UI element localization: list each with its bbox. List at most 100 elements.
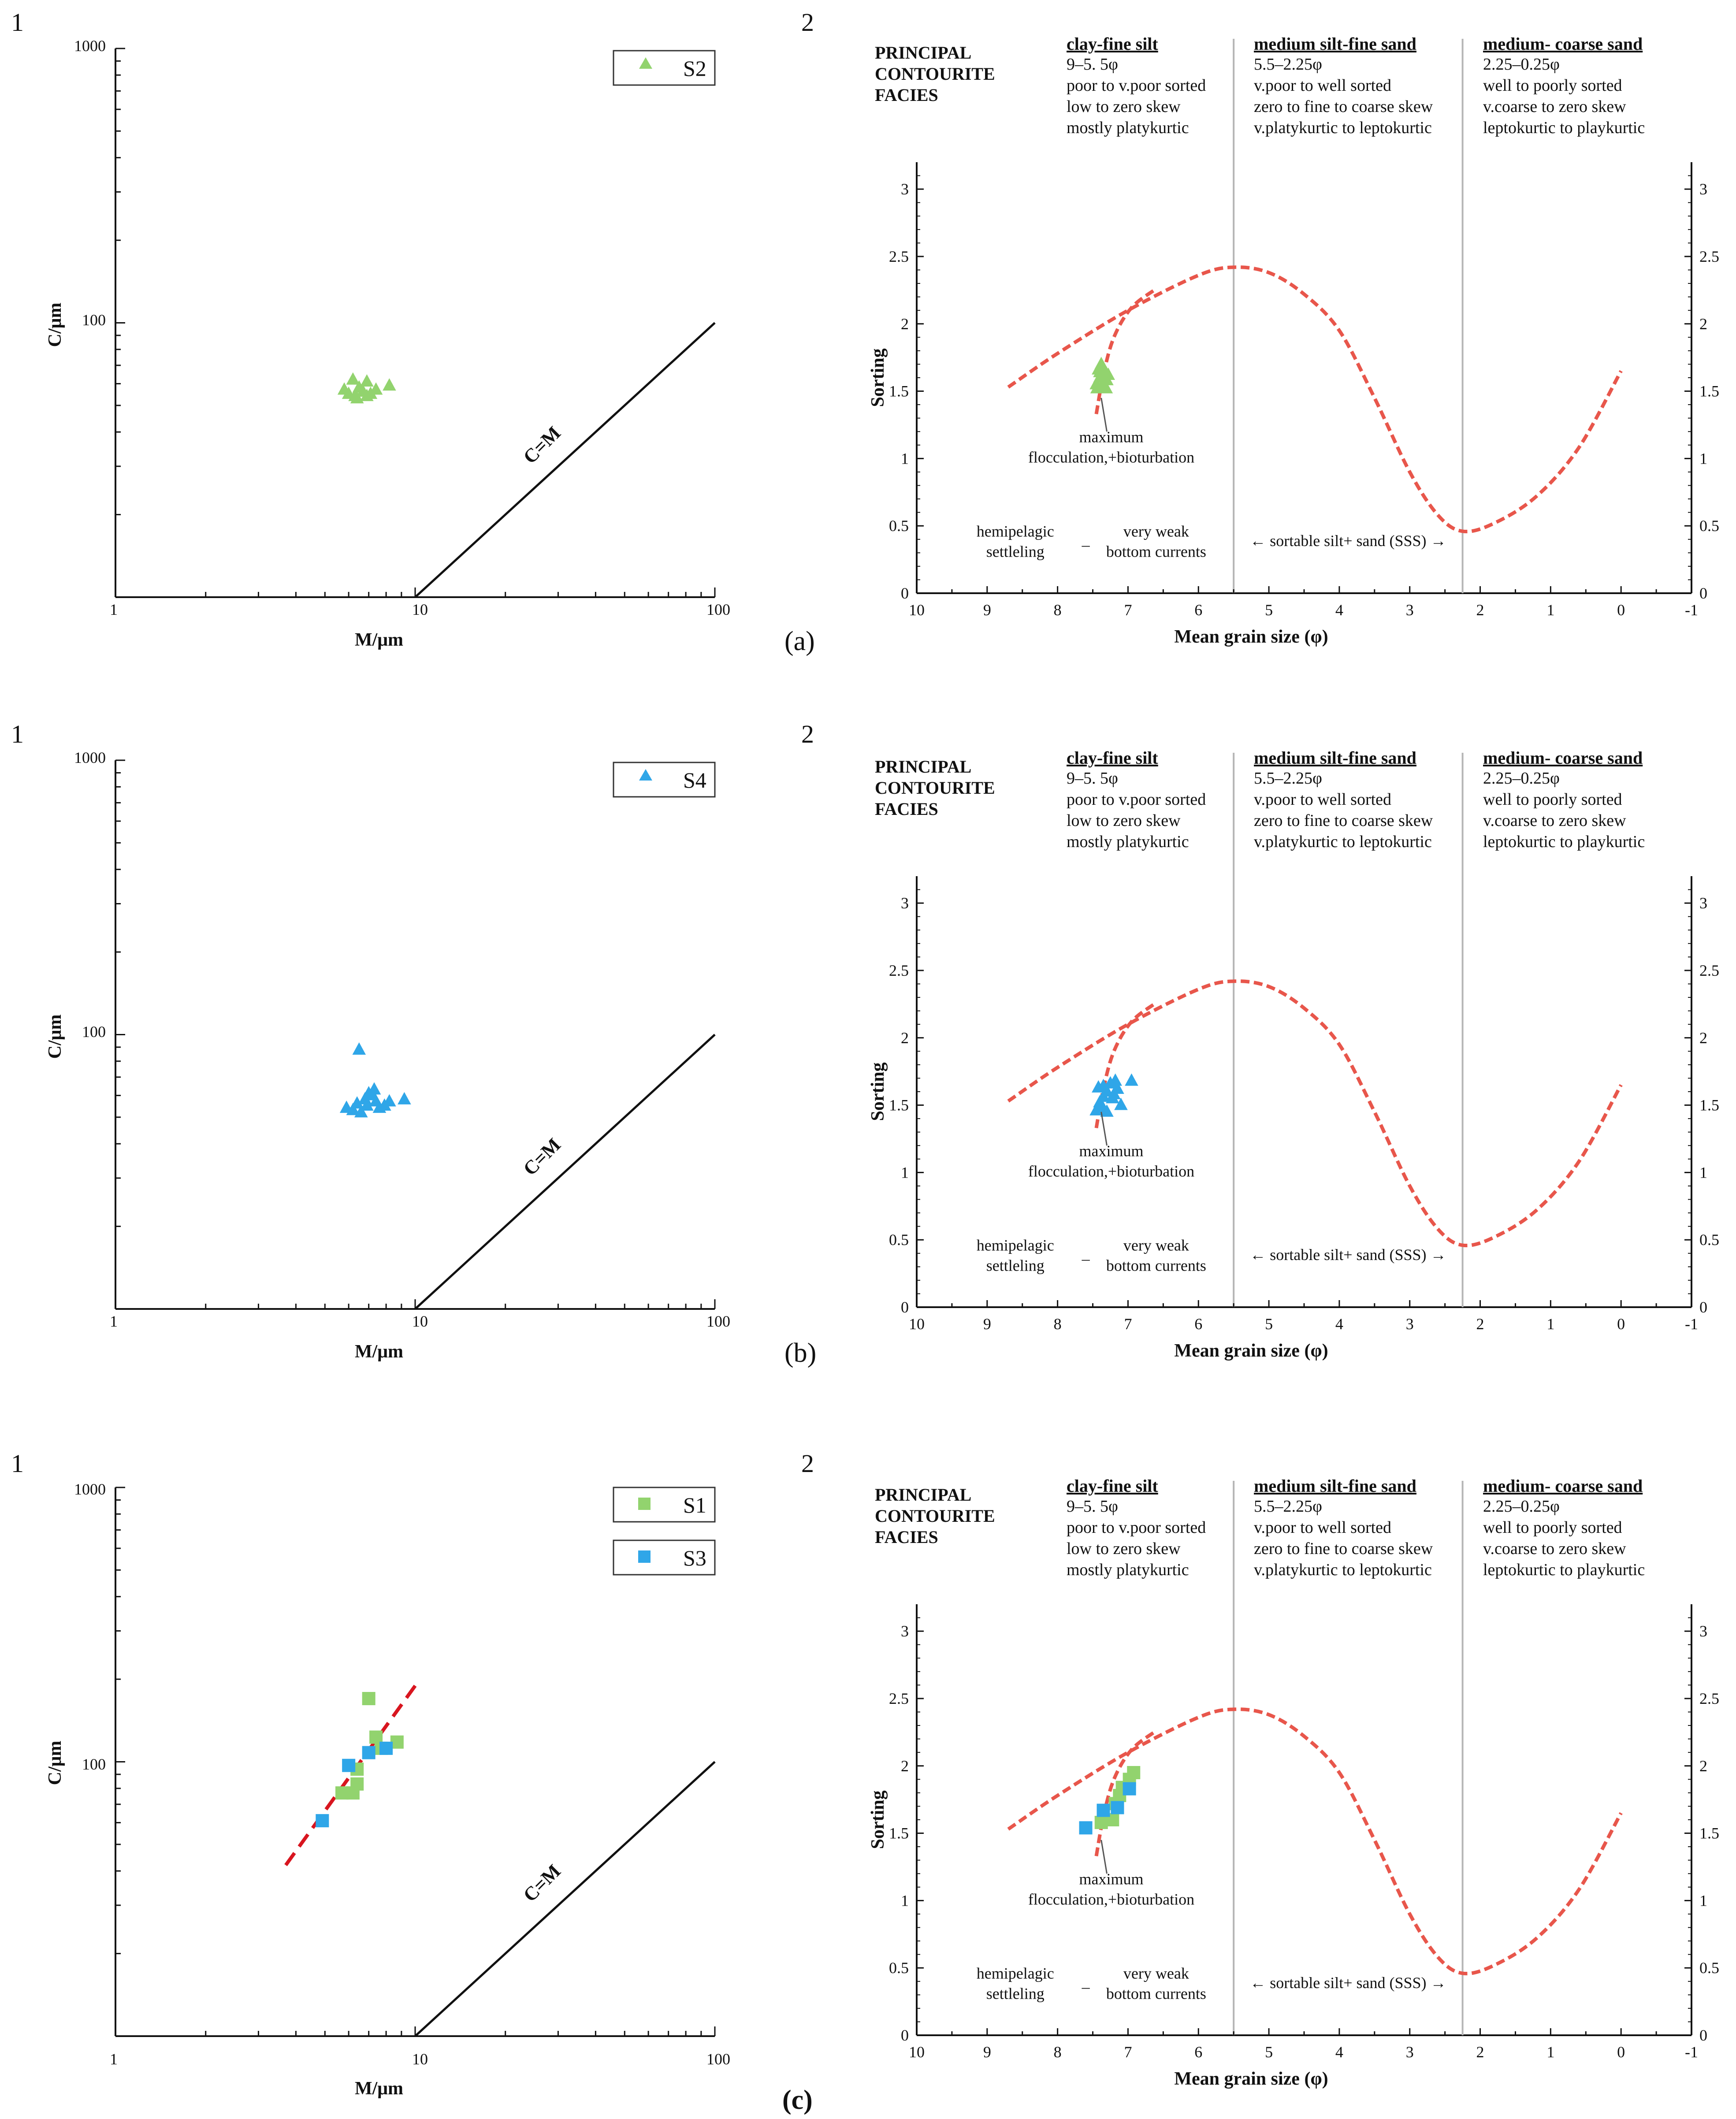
data-point-triangle: [383, 378, 396, 391]
facies-title-line: CONTOURITE: [875, 1506, 995, 1526]
facies-title-line: PRINCIPAL: [875, 1485, 971, 1505]
facies-zone-line: well to poorly sorted: [1483, 790, 1622, 809]
x-tick-label: -1: [1685, 601, 1698, 619]
x-tick-label: 10: [412, 2050, 428, 2068]
y-tick-label-right: 0: [1699, 1298, 1707, 1316]
x-tick-label: 0: [1617, 2043, 1625, 2061]
x-tick-label: 6: [1194, 601, 1202, 619]
facies-zone-line: zero to fine to coarse skew: [1254, 1539, 1433, 1558]
facies-title-line: PRINCIPAL: [875, 43, 971, 63]
y-tick-label: 0.5: [889, 1959, 909, 1977]
contourite-model-curve: [1007, 1707, 1623, 1976]
data-point-triangle: [360, 1098, 374, 1111]
data-point-square: [1123, 1782, 1136, 1796]
facies-title-line: FACIES: [875, 1527, 938, 1547]
facies-zone-line: v.poor to well sorted: [1254, 1518, 1391, 1537]
annotation-flocculation: maximum: [1079, 1142, 1144, 1160]
y-axis-title: Sorting: [868, 1062, 888, 1121]
y-axis-title: Sorting: [868, 1790, 888, 1849]
facies-zone-line: 2.25–0.25φ: [1483, 769, 1560, 788]
sorting-plot-c: 10 9 8 7 6 5 4 3 2 1 0 -10 00.5 0.51 11.5 1.52 22.5 2.53 3…: [868, 1476, 1719, 2089]
x-tick-label: 5: [1265, 1315, 1273, 1333]
y-tick-label-right: 1.5: [1699, 1825, 1719, 1842]
y-tick-label-right: 2: [1699, 1029, 1707, 1047]
y-tick-label-right: 2: [1699, 1757, 1707, 1775]
y-tick-label-right: 3: [1699, 1622, 1707, 1640]
contourite-model-curve: [1007, 979, 1623, 1248]
y-tick-label-right: 0: [1699, 584, 1707, 602]
c-equals-m-line: [414, 322, 716, 598]
data-point-triangle: [350, 1096, 364, 1109]
panel-number-1: 1: [11, 720, 24, 748]
legend: S2: [613, 50, 716, 86]
legend-label-s3: S3: [683, 1546, 706, 1570]
legend-label-s4: S4: [683, 768, 706, 792]
data-point-square: [1094, 1816, 1108, 1829]
facies-zone-line: well to poorly sorted: [1483, 76, 1622, 95]
y-tick-label: 100: [82, 1755, 106, 1773]
x-tick-label: 9: [983, 1315, 991, 1333]
panel-letter-a: (a): [784, 626, 815, 656]
facies-zone-line: leptokurtic to playkurtic: [1483, 833, 1645, 851]
x-tick-label: 3: [1406, 2043, 1414, 2061]
y-tick-label: 3: [901, 894, 909, 912]
sorting-plot-a: 10 9 8 7 6 5 4 3 2 1 0 -10 00.5 0.51 11.5 1.52 22.5 2.53 3…: [868, 34, 1719, 647]
legend-square-icon: [638, 1498, 651, 1510]
y-tick-label: 0.5: [889, 1231, 909, 1249]
sorting-axes: 10 9 8 7 6 5 4 3 2 1 0 -10 00.5 0.51 11.5 1.52 22.5 2.53 3…: [868, 39, 1719, 647]
x-axis-title: Mean grain size (φ): [1174, 2069, 1328, 2089]
data-point-triangle: [1100, 1104, 1114, 1117]
facies-zone-line: 5.5–2.25φ: [1254, 55, 1322, 74]
facies-zone-heading: medium- coarse sand: [1483, 34, 1643, 54]
legend-triangle-icon: [639, 769, 652, 781]
cm-plot-a: S2 M/μm C/μm C=M 1 10 100 1000 100: [45, 37, 730, 650]
x-tick-label: 6: [1194, 2043, 1202, 2061]
facies-zone-line: 9–5. 5φ: [1067, 1497, 1118, 1516]
facies-zone-line: poor to v.poor sorted: [1067, 790, 1206, 809]
c-equals-m-line: [414, 1761, 716, 2037]
facies-zone-line: v.platykurtic to leptokurtic: [1254, 119, 1432, 137]
sorting-data-points: [1089, 1073, 1138, 1117]
facies-title-line: FACIES: [875, 799, 938, 819]
x-tick-label: 7: [1124, 601, 1132, 619]
x-axis-title: Mean grain size (φ): [1174, 1341, 1328, 1361]
cm-data-points: [339, 1042, 411, 1118]
y-tick-label: 1.5: [889, 383, 909, 400]
x-tick-label: 10: [909, 2043, 925, 2061]
y-tick-label: 2.5: [889, 1690, 909, 1707]
x-tick-label: 100: [706, 601, 730, 618]
data-point-triangle: [367, 1082, 381, 1095]
legend-triangle-icon: [639, 57, 652, 69]
y-tick-label: 1000: [74, 1480, 106, 1498]
x-tick-label: 0: [1617, 601, 1625, 619]
annotation-dash: –: [1082, 536, 1090, 554]
x-tick-label: 10: [412, 1312, 428, 1330]
y-tick-label: 0: [901, 584, 909, 602]
sorting-axes: 10 9 8 7 6 5 4 3 2 1 0 -10 00.5 0.51 11.5 1.52 22.5 2.53 3…: [868, 753, 1719, 1361]
annotation-dash: –: [1082, 1250, 1090, 1268]
y-tick-label: 1.5: [889, 1825, 909, 1842]
x-tick-label: 8: [1054, 601, 1062, 619]
x-tick-label: 2: [1476, 1315, 1484, 1333]
panel-letter-b: (b): [784, 1338, 816, 1368]
y-tick-label-right: 2.5: [1699, 1690, 1719, 1707]
facies-zone-line: mostly platykurtic: [1067, 119, 1189, 137]
facies-zone-line: leptokurtic to playkurtic: [1483, 1561, 1645, 1579]
y-tick-label: 1: [901, 1892, 909, 1909]
y-tick-label-right: 0.5: [1699, 1959, 1719, 1977]
facies-zone-line: 9–5. 5φ: [1067, 769, 1118, 788]
x-tick-label: 1: [110, 601, 118, 618]
y-tick-label-right: 1: [1699, 1164, 1707, 1181]
x-tick-label: 10: [909, 1315, 925, 1333]
y-tick-label: 0: [901, 2026, 909, 2044]
data-point-square: [362, 1746, 375, 1759]
annotation-flocculation: flocculation,+bioturbation: [1028, 1891, 1194, 1908]
annotation-leader-line: [1100, 1112, 1108, 1146]
facies-zone-line: 9–5. 5φ: [1067, 55, 1118, 74]
panel-number-2: 2: [801, 1449, 814, 1478]
legend-square-icon: [638, 1550, 651, 1563]
data-point-square: [1079, 1821, 1093, 1835]
y-tick-label-right: 3: [1699, 180, 1707, 198]
c-equals-m-label: C=M: [519, 1134, 565, 1180]
